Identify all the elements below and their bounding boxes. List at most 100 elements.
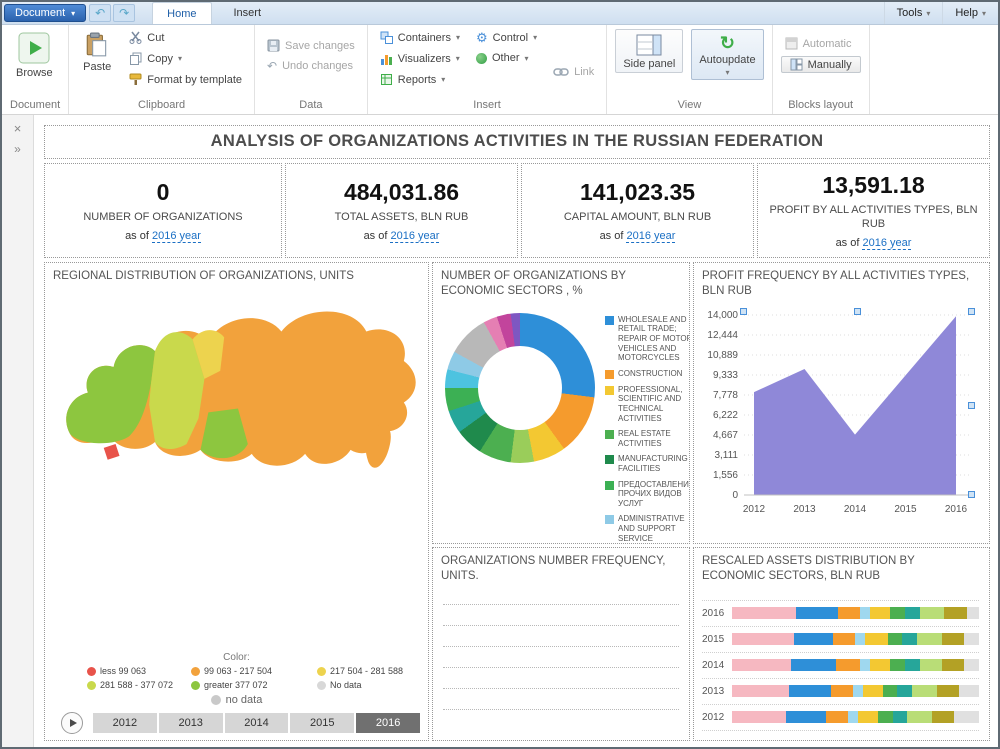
- asof-prefix: as of: [363, 229, 388, 242]
- gridline: [443, 687, 679, 689]
- other-button[interactable]: Other ▾: [472, 50, 541, 66]
- stacked-bar[interactable]: [732, 711, 979, 724]
- close-button[interactable]: ×: [13, 121, 22, 136]
- expand-panel-button[interactable]: »: [14, 142, 21, 156]
- bar-segment: [936, 685, 960, 698]
- autoupdate-refresh-icon: ↻: [719, 33, 735, 53]
- area-chart-svg: [744, 314, 972, 496]
- redo-button[interactable]: ↷: [113, 4, 136, 22]
- browse-icon: [18, 32, 50, 64]
- stacked-bar[interactable]: [732, 633, 979, 646]
- legend-label: greater 377 072: [204, 680, 268, 690]
- titlebar-spacer: [275, 2, 884, 24]
- kpi-card-capital[interactable]: 141,023.35 CAPITAL AMOUNT, BLN RUB as of…: [521, 163, 754, 258]
- year-button-2015[interactable]: 2015: [290, 713, 355, 733]
- russia-map[interactable]: [52, 288, 422, 520]
- manually-layout-button[interactable]: Manually: [780, 56, 861, 73]
- stacked-bar[interactable]: [732, 659, 979, 672]
- area-ylabels: 14,000 12,444 10,889 9,333 7,778 6,222 4,667 3,…: [700, 310, 744, 501]
- tools-menu-label: Tools: [896, 7, 923, 19]
- kpi-card-total-assets[interactable]: 484,031.86 TOTAL ASSETS, BLN RUB as of 2…: [285, 163, 518, 258]
- year-button-2016[interactable]: 2016: [356, 713, 420, 733]
- selection-handle[interactable]: [968, 307, 975, 315]
- legend-label: 217 504 - 281 588: [330, 666, 404, 676]
- map-legend-item: greater 377 072: [191, 680, 313, 690]
- kpi-year-link[interactable]: 2016 year: [151, 229, 201, 243]
- legend-label: PROFESSIONAL, SCIENTIFIC AND TECHNICAL A…: [618, 384, 683, 423]
- area-panel[interactable]: PROFIT FREQUENCY BY ALL ACTIVITIES TYPES…: [693, 262, 990, 544]
- ribbon-group-clipboard: Paste Cut Copy ▾ Format by template: [69, 25, 256, 114]
- y-axis-label: 2013: [702, 685, 725, 697]
- kpi-label: TOTAL ASSETS, BLN RUB: [334, 211, 469, 224]
- chevron-down-icon: ▾: [177, 54, 182, 63]
- year-button-2014[interactable]: 2014: [224, 713, 289, 733]
- selection-handle[interactable]: [968, 490, 975, 498]
- chevron-down-icon: ▾: [725, 68, 730, 77]
- play-button[interactable]: [61, 712, 83, 734]
- legend-label: CONSTRUCTION: [618, 368, 683, 378]
- legend-color-swatch: [605, 515, 614, 525]
- empty-gridlines: [443, 603, 679, 710]
- autoupdate-button[interactable]: ↻ Autoupdate ▾: [691, 29, 764, 80]
- area-plot[interactable]: [740, 307, 975, 501]
- tab-home[interactable]: Home: [152, 2, 212, 24]
- cut-button[interactable]: Cut: [125, 29, 246, 46]
- visualizers-button[interactable]: Visualizers ▾: [376, 50, 464, 67]
- y-axis-label: 9,333: [712, 369, 738, 381]
- bar-segment: [897, 685, 913, 698]
- reports-button[interactable]: Reports ▾: [376, 71, 464, 88]
- document-menu-label: Document: [15, 7, 66, 19]
- link-button[interactable]: Link: [549, 64, 598, 80]
- stacked-bar[interactable]: [732, 685, 979, 698]
- kpi-card-organizations[interactable]: 0 NUMBER OF ORGANIZATIONS as of 2016 yea…: [44, 163, 282, 258]
- donut-chart[interactable]: [445, 312, 595, 463]
- kpi-card-profit[interactable]: 13,591.18 PROFIT BY ALL ACTIVITIES TYPES…: [757, 163, 990, 258]
- side-panel-button[interactable]: Side panel: [615, 29, 684, 73]
- panel-title: ORGANIZATIONS NUMBER FREQUENCY, UNITS.: [441, 555, 666, 582]
- y-axis-label: 2016: [702, 607, 725, 619]
- paste-button[interactable]: Paste: [77, 29, 117, 76]
- ribbon-group-insert: Containers ▾ Visualizers ▾ Reports ▾: [368, 25, 608, 114]
- bar-segment: [870, 659, 891, 672]
- bar-segment: [902, 633, 918, 646]
- bar-segment: [732, 633, 794, 646]
- control-button[interactable]: ⚙ Control ▾: [472, 29, 541, 46]
- stacked-bar[interactable]: [732, 607, 979, 620]
- undo-changes-button[interactable]: ↶ Undo changes: [263, 58, 359, 74]
- selection-handle[interactable]: [968, 401, 975, 409]
- document-menu-button[interactable]: Document ▾: [4, 4, 87, 22]
- help-menu[interactable]: Help ▾: [942, 2, 998, 24]
- undo-button[interactable]: ↶: [89, 4, 112, 22]
- year-button-2012[interactable]: 2012: [93, 713, 157, 733]
- save-changes-button[interactable]: Save changes: [263, 37, 359, 54]
- empty-freq-panel[interactable]: ORGANIZATIONS NUMBER FREQUENCY, UNITS.: [432, 547, 690, 741]
- bar-segment: [877, 711, 893, 724]
- ribbon: Browse Document Paste Cut Cop: [2, 25, 998, 115]
- tools-menu[interactable]: Tools ▾: [883, 2, 943, 24]
- selection-handle[interactable]: [854, 307, 861, 315]
- kpi-year-link[interactable]: 2016 year: [626, 229, 676, 243]
- tab-insert[interactable]: Insert: [233, 7, 262, 19]
- legend-color-dot: [87, 680, 96, 690]
- legend-color-dot: [317, 666, 326, 676]
- automatic-layout-button[interactable]: Automatic: [781, 35, 861, 52]
- donut-legend-item: ПРЕДОСТАВЛЕНИЕ ПРОЧИХ ВИДОВ УСЛУГ: [605, 479, 690, 509]
- year-controls: 2012 2013 2014 2015 2016: [61, 712, 420, 734]
- legend-label: ПРЕДОСТАВЛЕНИЕ ПРОЧИХ ВИДОВ УСЛУГ: [618, 479, 690, 508]
- stacked-panel[interactable]: RESCALED ASSETS DISTRIBUTION BY ECONOMIC…: [693, 547, 990, 741]
- selection-handle[interactable]: [740, 307, 747, 315]
- stacked-bar-row: 2013: [702, 679, 979, 705]
- legend-color-dot: [191, 666, 200, 676]
- kpi-year-link[interactable]: 2016 year: [862, 236, 912, 250]
- kpi-year-link[interactable]: 2016 year: [390, 229, 440, 243]
- year-button-2013[interactable]: 2013: [158, 713, 223, 733]
- donut-legend-item: PROFESSIONAL, SCIENTIFIC AND TECHNICAL A…: [605, 384, 689, 423]
- copy-button[interactable]: Copy ▾: [125, 50, 246, 67]
- kpi-value: 0: [156, 179, 170, 206]
- map-panel[interactable]: REGIONAL DISTRIBUTION OF ORGANIZATIONS, …: [44, 262, 429, 741]
- legend-color-swatch: [605, 385, 614, 395]
- donut-panel[interactable]: NUMBER OF ORGANIZATIONS BY ECONOMIC SECT…: [432, 262, 690, 544]
- browse-button[interactable]: Browse: [10, 29, 59, 82]
- containers-button[interactable]: Containers ▾: [376, 29, 464, 46]
- format-by-template-button[interactable]: Format by template: [125, 71, 246, 88]
